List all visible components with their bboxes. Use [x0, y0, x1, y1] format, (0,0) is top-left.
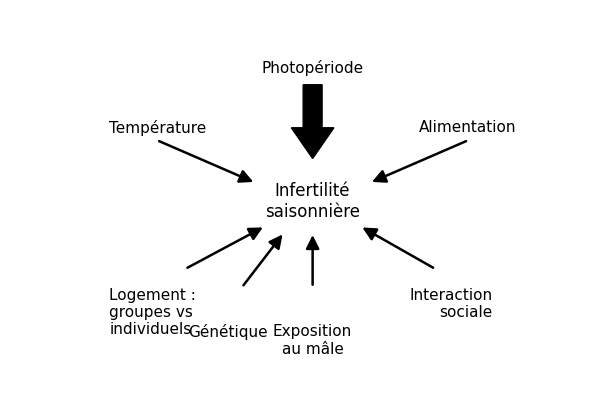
Text: Photopériode: Photopériode: [262, 60, 364, 76]
FancyArrow shape: [292, 85, 334, 158]
Text: Alimentation: Alimentation: [418, 120, 516, 135]
Text: Interaction
sociale: Interaction sociale: [409, 288, 492, 320]
Text: Exposition
au mâle: Exposition au mâle: [273, 324, 352, 357]
Text: Infertilité
saisonnière: Infertilité saisonnière: [265, 182, 360, 221]
Text: Génétique: Génétique: [188, 324, 267, 340]
Text: Température: Température: [109, 120, 207, 136]
Text: Logement :
groupes vs
individuels: Logement : groupes vs individuels: [109, 288, 196, 337]
